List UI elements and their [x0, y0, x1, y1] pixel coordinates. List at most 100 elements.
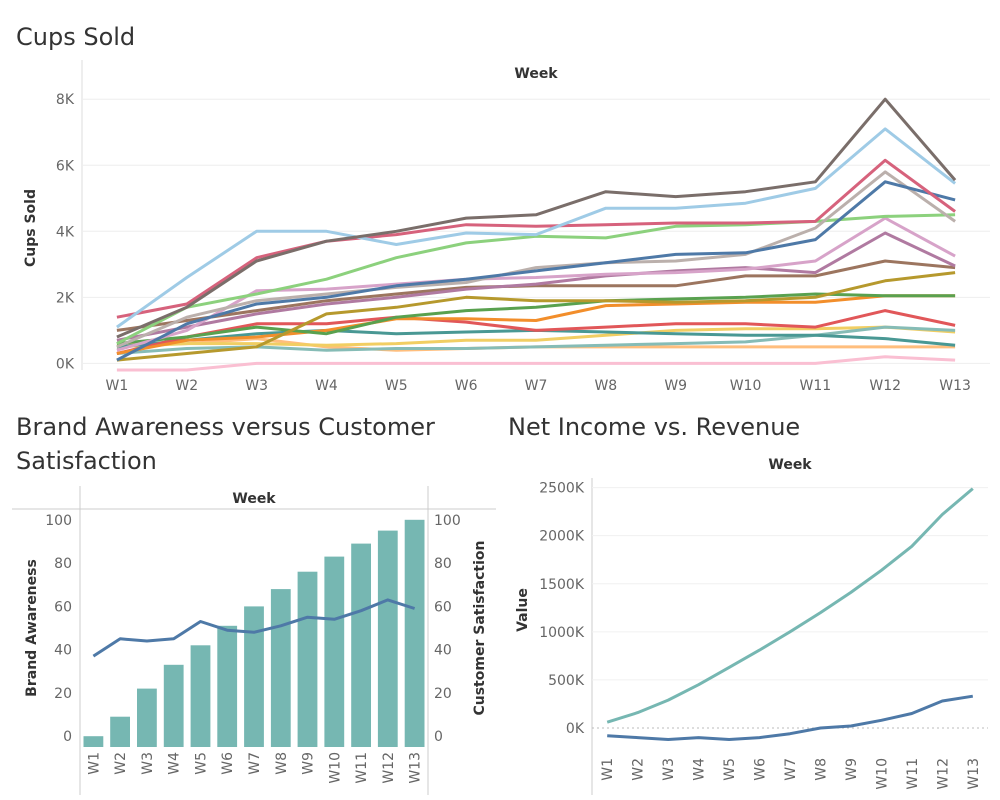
bar: [377, 530, 398, 747]
y-axis-label: Cups Sold: [23, 189, 39, 267]
right-axis-label: Customer Satisfaction: [472, 540, 488, 715]
x-tick-label: W5: [385, 378, 408, 394]
series-line: [116, 158, 956, 319]
net-income-title: Net Income vs. Revenue: [508, 413, 801, 441]
y-tick-label: 8K: [56, 92, 75, 108]
bar: [217, 625, 238, 747]
bar: [270, 589, 291, 747]
x-tick-label: W11: [354, 752, 370, 784]
series-line: [116, 180, 956, 362]
series-line: [116, 259, 956, 332]
series-line: [116, 127, 957, 329]
y-tick-label: 6K: [56, 158, 75, 174]
x-tick-label: W13: [966, 758, 982, 790]
series-line: [116, 294, 956, 355]
x-tick-label: W12: [935, 758, 951, 790]
x-tick-label: W9: [844, 758, 860, 781]
bar: [110, 716, 130, 747]
y-tick-label: 1000K: [539, 625, 585, 641]
series-line: [116, 170, 956, 349]
x-tick-label: W9: [664, 378, 687, 394]
left-axis-label: Brand Awareness: [24, 559, 40, 697]
series-line: [116, 216, 956, 352]
x-tick-label: W5: [722, 758, 738, 781]
x-tick-label: W12: [381, 752, 397, 784]
x-tick-label: W6: [220, 752, 236, 775]
series-line: [116, 231, 956, 342]
y-axis-label: Value: [515, 588, 531, 632]
x-tick-label: W2: [113, 752, 129, 775]
column-header: Week: [232, 491, 276, 507]
left-tick-label: 0: [63, 729, 72, 745]
x-tick-label: W4: [315, 378, 338, 394]
y-tick-label: 4K: [56, 224, 75, 240]
bar: [83, 736, 104, 747]
series-line: [606, 487, 974, 724]
x-tick-label: W1: [600, 758, 616, 781]
x-tick-label: W10: [730, 378, 762, 394]
y-tick-label: 2K: [56, 290, 75, 306]
bar: [351, 543, 371, 747]
right-tick-label: 100: [434, 513, 461, 529]
x-tick-label: W10: [874, 758, 890, 790]
left-tick-label: 60: [54, 599, 72, 615]
x-tick-label: W6: [753, 758, 769, 781]
y-tick-label: 2000K: [539, 529, 585, 545]
y-tick-label: 0K: [56, 356, 75, 372]
right-tick-label: 20: [434, 686, 452, 702]
x-tick-label: W8: [274, 752, 290, 775]
x-tick-label: W11: [905, 758, 921, 790]
x-tick-label: W7: [247, 752, 263, 775]
x-tick-label: W10: [327, 752, 343, 784]
left-tick-label: 100: [45, 513, 72, 529]
right-tick-label: 60: [434, 599, 452, 615]
right-tick-label: 40: [434, 643, 452, 659]
left-tick-label: 40: [54, 643, 72, 659]
x-tick-label: W5: [193, 752, 209, 775]
y-tick-label: 2500K: [539, 481, 585, 497]
bar: [137, 688, 157, 747]
x-tick-label: W4: [692, 758, 708, 781]
bar: [404, 519, 425, 747]
y-tick-label: 500K: [548, 673, 585, 689]
x-tick-label: W6: [455, 378, 478, 394]
x-tick-label: W4: [167, 752, 183, 775]
bar: [297, 571, 318, 747]
x-tick-label: W8: [813, 758, 829, 781]
series-line: [116, 97, 957, 339]
y-tick-label: 1500K: [539, 577, 585, 593]
series-line: [116, 355, 956, 372]
x-tick-label: W3: [140, 752, 156, 775]
x-tick-label: W1: [86, 752, 102, 775]
column-header: Week: [514, 66, 558, 82]
x-tick-label: W9: [301, 752, 317, 775]
cups-sold-title: Cups Sold: [16, 23, 136, 51]
series-line: [116, 325, 956, 349]
bar: [244, 606, 264, 747]
x-tick-label: W7: [525, 378, 548, 394]
x-tick-label: W8: [594, 378, 617, 394]
x-tick-label: W2: [631, 758, 647, 781]
y-tick-label: 0K: [566, 721, 585, 737]
x-tick-label: W7: [783, 758, 799, 781]
x-tick-label: W11: [800, 378, 832, 394]
series-line: [116, 271, 956, 362]
brand-awareness-title: Brand Awareness versus Customer Satisfac…: [16, 413, 435, 475]
bar: [324, 556, 345, 747]
x-tick-label: W3: [661, 758, 677, 781]
series-line: [607, 694, 974, 741]
x-tick-label: W12: [869, 378, 901, 394]
left-tick-label: 80: [54, 556, 72, 572]
column-header: Week: [768, 457, 812, 473]
bar: [163, 664, 184, 747]
x-tick-label: W3: [245, 378, 268, 394]
x-tick-label: W13: [408, 752, 424, 784]
x-tick-label: W1: [106, 378, 129, 394]
right-tick-label: 80: [434, 556, 452, 572]
x-tick-label: W13: [939, 378, 971, 394]
right-tick-label: 0: [434, 729, 443, 745]
satisfaction-line: [92, 598, 416, 658]
